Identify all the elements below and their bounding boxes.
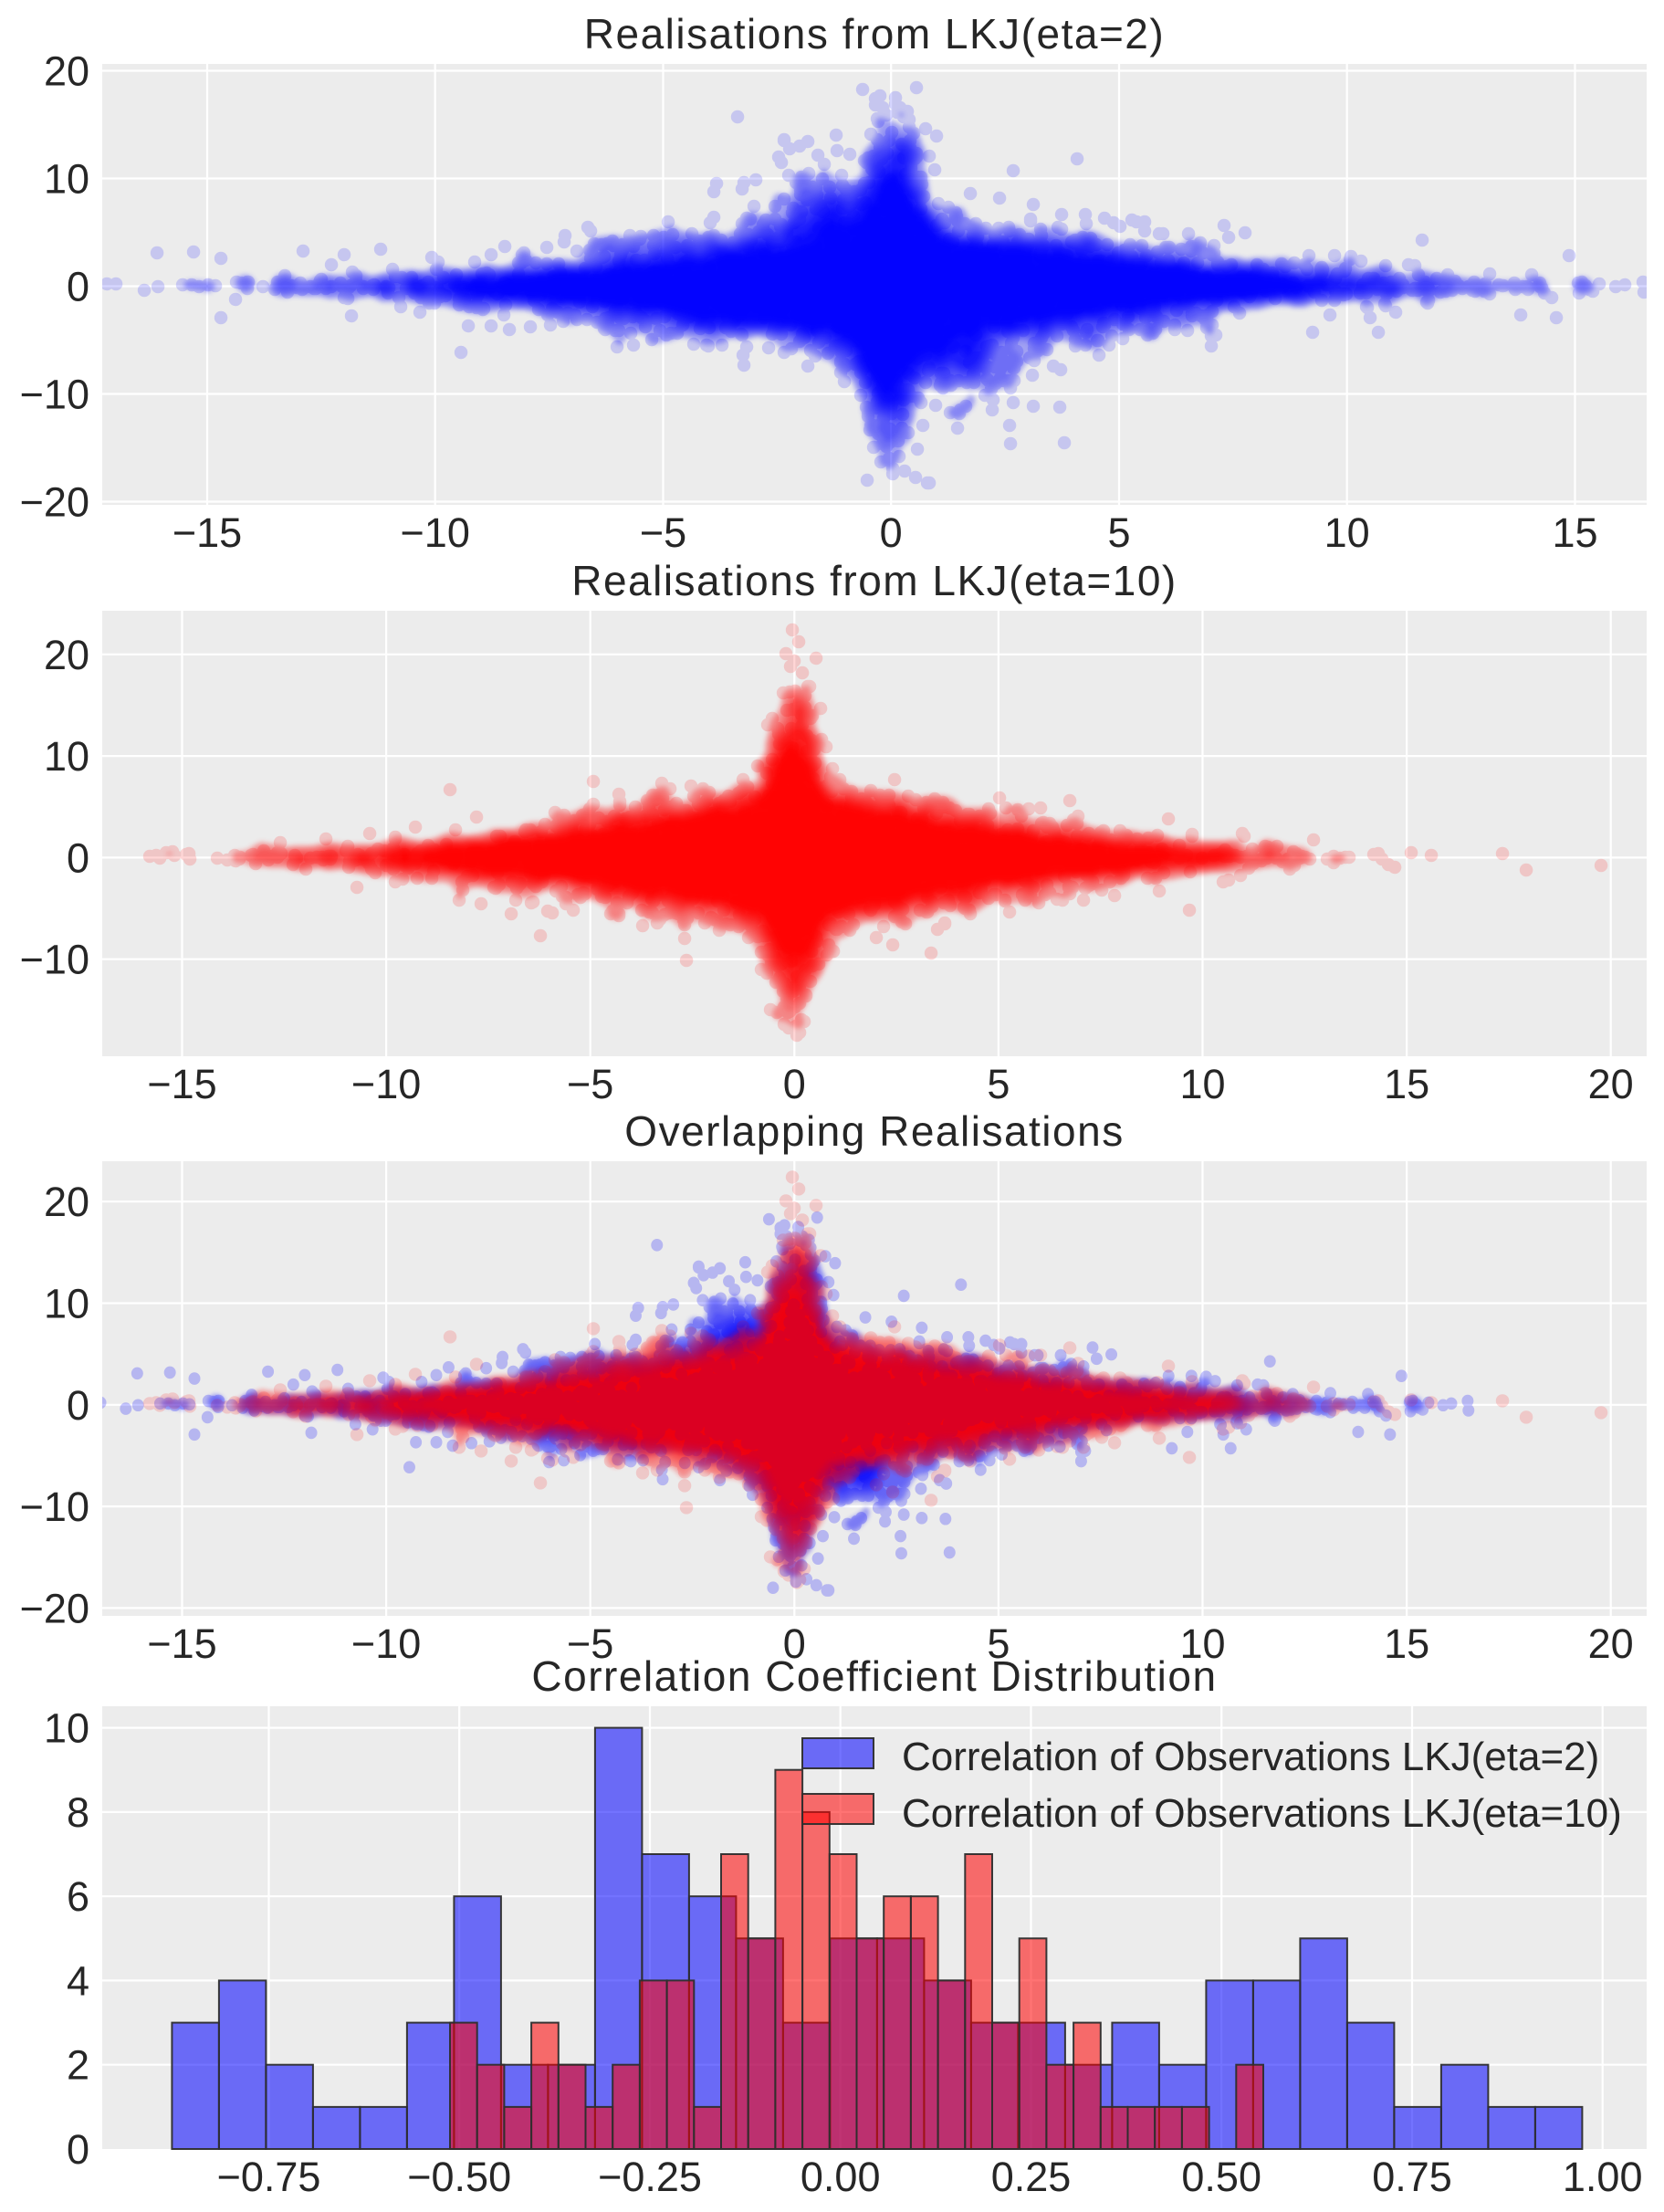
svg-text:20: 20 [44,48,89,95]
svg-text:0.25: 0.25 [991,2154,1072,2200]
svg-text:Realisations from LKJ(eta=2): Realisations from LKJ(eta=2) [584,10,1165,58]
svg-text:−20: −20 [20,479,89,526]
svg-text:15: 15 [1384,1061,1429,1107]
svg-text:20: 20 [1588,1061,1634,1107]
svg-text:4: 4 [67,1957,89,2004]
svg-text:−5: −5 [567,1061,613,1107]
svg-text:10: 10 [1179,1620,1225,1667]
svg-text:−10: −10 [20,372,89,418]
svg-text:10: 10 [44,156,89,203]
svg-text:0.50: 0.50 [1181,2154,1261,2200]
svg-text:−0.50: −0.50 [407,2154,511,2200]
svg-text:−10: −10 [20,937,89,983]
svg-text:−0.25: −0.25 [598,2154,702,2200]
svg-text:6: 6 [67,1873,89,1920]
svg-text:−20: −20 [20,1585,89,1631]
svg-text:0: 0 [67,264,89,310]
svg-text:−15: −15 [147,1061,216,1107]
svg-text:Realisations from LKJ(eta=10): Realisations from LKJ(eta=10) [571,557,1177,604]
svg-text:10: 10 [44,1705,89,1752]
svg-text:−5: −5 [640,509,686,556]
svg-text:0.75: 0.75 [1372,2154,1452,2200]
svg-text:Overlapping Realisations: Overlapping Realisations [624,1107,1124,1155]
svg-text:0: 0 [880,509,903,556]
svg-text:0: 0 [783,1061,806,1107]
svg-text:0: 0 [783,1620,806,1667]
svg-text:15: 15 [1552,509,1597,556]
svg-text:2: 2 [67,2042,89,2089]
svg-text:10: 10 [44,1281,89,1327]
svg-text:Correlation Coefficient Distri: Correlation Coefficient Distribution [531,1652,1217,1700]
svg-text:0: 0 [67,2126,89,2173]
svg-text:−0.75: −0.75 [217,2154,321,2200]
svg-text:1.00: 1.00 [1563,2154,1643,2200]
svg-text:8: 8 [67,1789,89,1836]
svg-text:0.00: 0.00 [801,2154,881,2200]
svg-text:20: 20 [44,632,89,678]
svg-text:20: 20 [1588,1620,1634,1667]
svg-text:−10: −10 [20,1483,89,1530]
svg-text:10: 10 [1179,1061,1225,1107]
svg-text:20: 20 [44,1179,89,1225]
svg-text:0: 0 [67,1382,89,1429]
svg-text:−10: −10 [351,1620,421,1667]
svg-text:−5: −5 [567,1620,613,1667]
svg-text:10: 10 [44,733,89,780]
svg-text:−10: −10 [351,1061,421,1107]
svg-text:Correlation of Observations LK: Correlation of Observations LKJ(eta=2) [902,1735,1599,1779]
svg-text:Correlation of Observations LK: Correlation of Observations LKJ(eta=10) [902,1791,1622,1836]
svg-text:5: 5 [1107,509,1130,556]
svg-text:−15: −15 [147,1620,216,1667]
svg-text:5: 5 [987,1620,1010,1667]
svg-text:15: 15 [1384,1620,1429,1667]
svg-text:5: 5 [987,1061,1010,1107]
svg-text:−10: −10 [401,509,470,556]
svg-text:0: 0 [67,834,89,881]
svg-text:10: 10 [1324,509,1370,556]
svg-text:−15: −15 [173,509,242,556]
